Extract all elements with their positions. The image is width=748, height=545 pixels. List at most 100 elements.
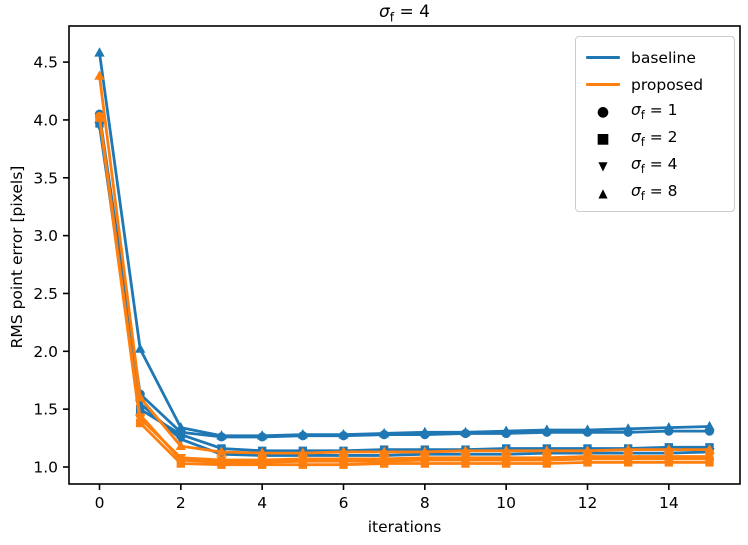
legend-item-sigma-2: ■ σf = 2: [584, 126, 726, 152]
legend-item-proposed: proposed: [584, 72, 726, 98]
legend-label: σf = 8: [631, 181, 678, 204]
triangle-up-marker: [704, 444, 715, 454]
square-marker: [461, 459, 470, 468]
triangle-up-marker: [216, 430, 227, 440]
triangle-up-marker: [500, 425, 512, 435]
x-axis-label: iterations: [367, 518, 442, 536]
triangle-down-marker: [704, 452, 715, 463]
legend-label: σf = 4: [631, 154, 678, 177]
series-line-proposed-triangle-down: [98, 117, 710, 462]
baseline-line-swatch: [584, 55, 622, 60]
triangle-up-marker: [256, 447, 268, 457]
triangle-up-marker: [175, 422, 187, 432]
triangle-up-marker: [338, 429, 349, 439]
square-marker: [542, 459, 552, 468]
square-marker: [664, 458, 674, 467]
series-line-baseline-triangle-down: [98, 125, 710, 457]
triangle-up-marker: [460, 445, 471, 455]
y-tick-label: 3.0: [33, 227, 58, 245]
x-tick-label: 6: [339, 494, 349, 512]
legend-label: proposed: [631, 75, 704, 94]
triangle-up-marker: [134, 343, 146, 353]
proposed-line-swatch: [584, 82, 622, 87]
square-marker: [339, 460, 348, 469]
triangle-up-marker: [541, 424, 553, 434]
triangle-up-marker: [663, 422, 675, 432]
square-marker: [583, 458, 592, 467]
triangle-down-marker: [663, 452, 675, 463]
y-tick-label: 2.0: [33, 343, 58, 361]
triangle-down-marker: [297, 455, 309, 465]
triangle-up-marker: [500, 445, 512, 455]
y-tick-label: 4.0: [33, 111, 58, 129]
triangle-down-marker: [216, 456, 227, 466]
triangle-up-marker: [378, 446, 390, 456]
triangle-down-marker: [541, 453, 553, 464]
series-line-proposed-circle: [98, 116, 710, 464]
legend-label: baseline: [631, 48, 696, 67]
y-tick-label: 4.5: [33, 54, 58, 72]
triangle-up-marker: [460, 426, 471, 437]
triangle-up-marker: [704, 420, 715, 431]
triangle-down-marker: [460, 453, 471, 464]
chart-title-subscript: f: [389, 10, 395, 25]
chart-title-rest: = 4: [394, 2, 430, 22]
triangle-up-marker: [297, 447, 309, 457]
x-tick-label: 12: [578, 494, 598, 512]
legend-item-sigma-8: ▲ σf = 8: [584, 180, 726, 206]
chart-title-sigma: σ: [379, 2, 390, 22]
axes-spines: [68, 25, 741, 485]
square-marker: [705, 458, 714, 467]
legend: baseline proposed ● σf = 1 ■ σf = 2 ▼ σf…: [575, 36, 735, 212]
triangle-up-marker-icon: ▲: [598, 185, 608, 200]
triangle-up-marker: [622, 423, 634, 433]
square-marker: [298, 460, 308, 469]
triangle-up-marker: [582, 445, 593, 455]
legend-item-sigma-4: ▼ σf = 4: [584, 153, 726, 179]
triangle-up-marker: [582, 424, 593, 434]
y-tick-label: 1.0: [33, 458, 58, 476]
legend-item-sigma-1: ● σf = 1: [584, 99, 726, 125]
triangle-up-marker: [419, 446, 431, 456]
legend-label: σf = 2: [631, 127, 678, 150]
square-marker: [501, 459, 511, 468]
x-tick-label: 0: [95, 494, 105, 512]
chart-title: σf = 4: [69, 2, 740, 24]
y-axis-label: RMS point error [pixels]: [8, 165, 26, 349]
triangle-down-marker: [622, 452, 634, 463]
triangle-up-marker: [622, 444, 634, 454]
series-line-baseline-triangle-up: [98, 52, 710, 438]
triangle-down-marker: [378, 455, 390, 465]
triangle-down-marker: [338, 455, 349, 465]
triangle-up-marker: [297, 429, 309, 439]
series-line-proposed-triangle-up: [98, 75, 710, 455]
legend-item-baseline: baseline: [584, 45, 726, 71]
square-marker: [176, 459, 186, 468]
legend-label: σf = 1: [631, 100, 678, 123]
triangle-down-marker-icon: ▼: [598, 158, 608, 173]
triangle-down-marker: [582, 452, 593, 463]
triangle-down-marker: [500, 453, 512, 464]
triangle-down-marker: [419, 453, 431, 464]
square-marker-icon: ■: [596, 130, 610, 147]
circle-marker-icon: ●: [596, 103, 610, 120]
triangle-up-marker: [338, 446, 349, 456]
x-tick-label: 4: [257, 494, 267, 512]
triangle-up-marker: [175, 440, 187, 450]
triangle-up-marker: [256, 430, 268, 440]
triangle-down-marker: [175, 435, 187, 445]
triangle-up-marker: [541, 445, 553, 455]
triangle-down-marker: [175, 453, 187, 464]
square-marker: [420, 459, 430, 468]
square-marker: [176, 430, 186, 439]
triangle-down-marker: [256, 456, 268, 466]
triangle-up-marker: [94, 70, 105, 80]
triangle-down-marker: [94, 113, 105, 124]
square-marker: [623, 458, 633, 467]
triangle-up-marker: [378, 427, 390, 438]
triangle-up-marker: [663, 444, 675, 454]
series-line-baseline-square: [98, 123, 710, 453]
x-tick-label: 2: [176, 494, 186, 512]
